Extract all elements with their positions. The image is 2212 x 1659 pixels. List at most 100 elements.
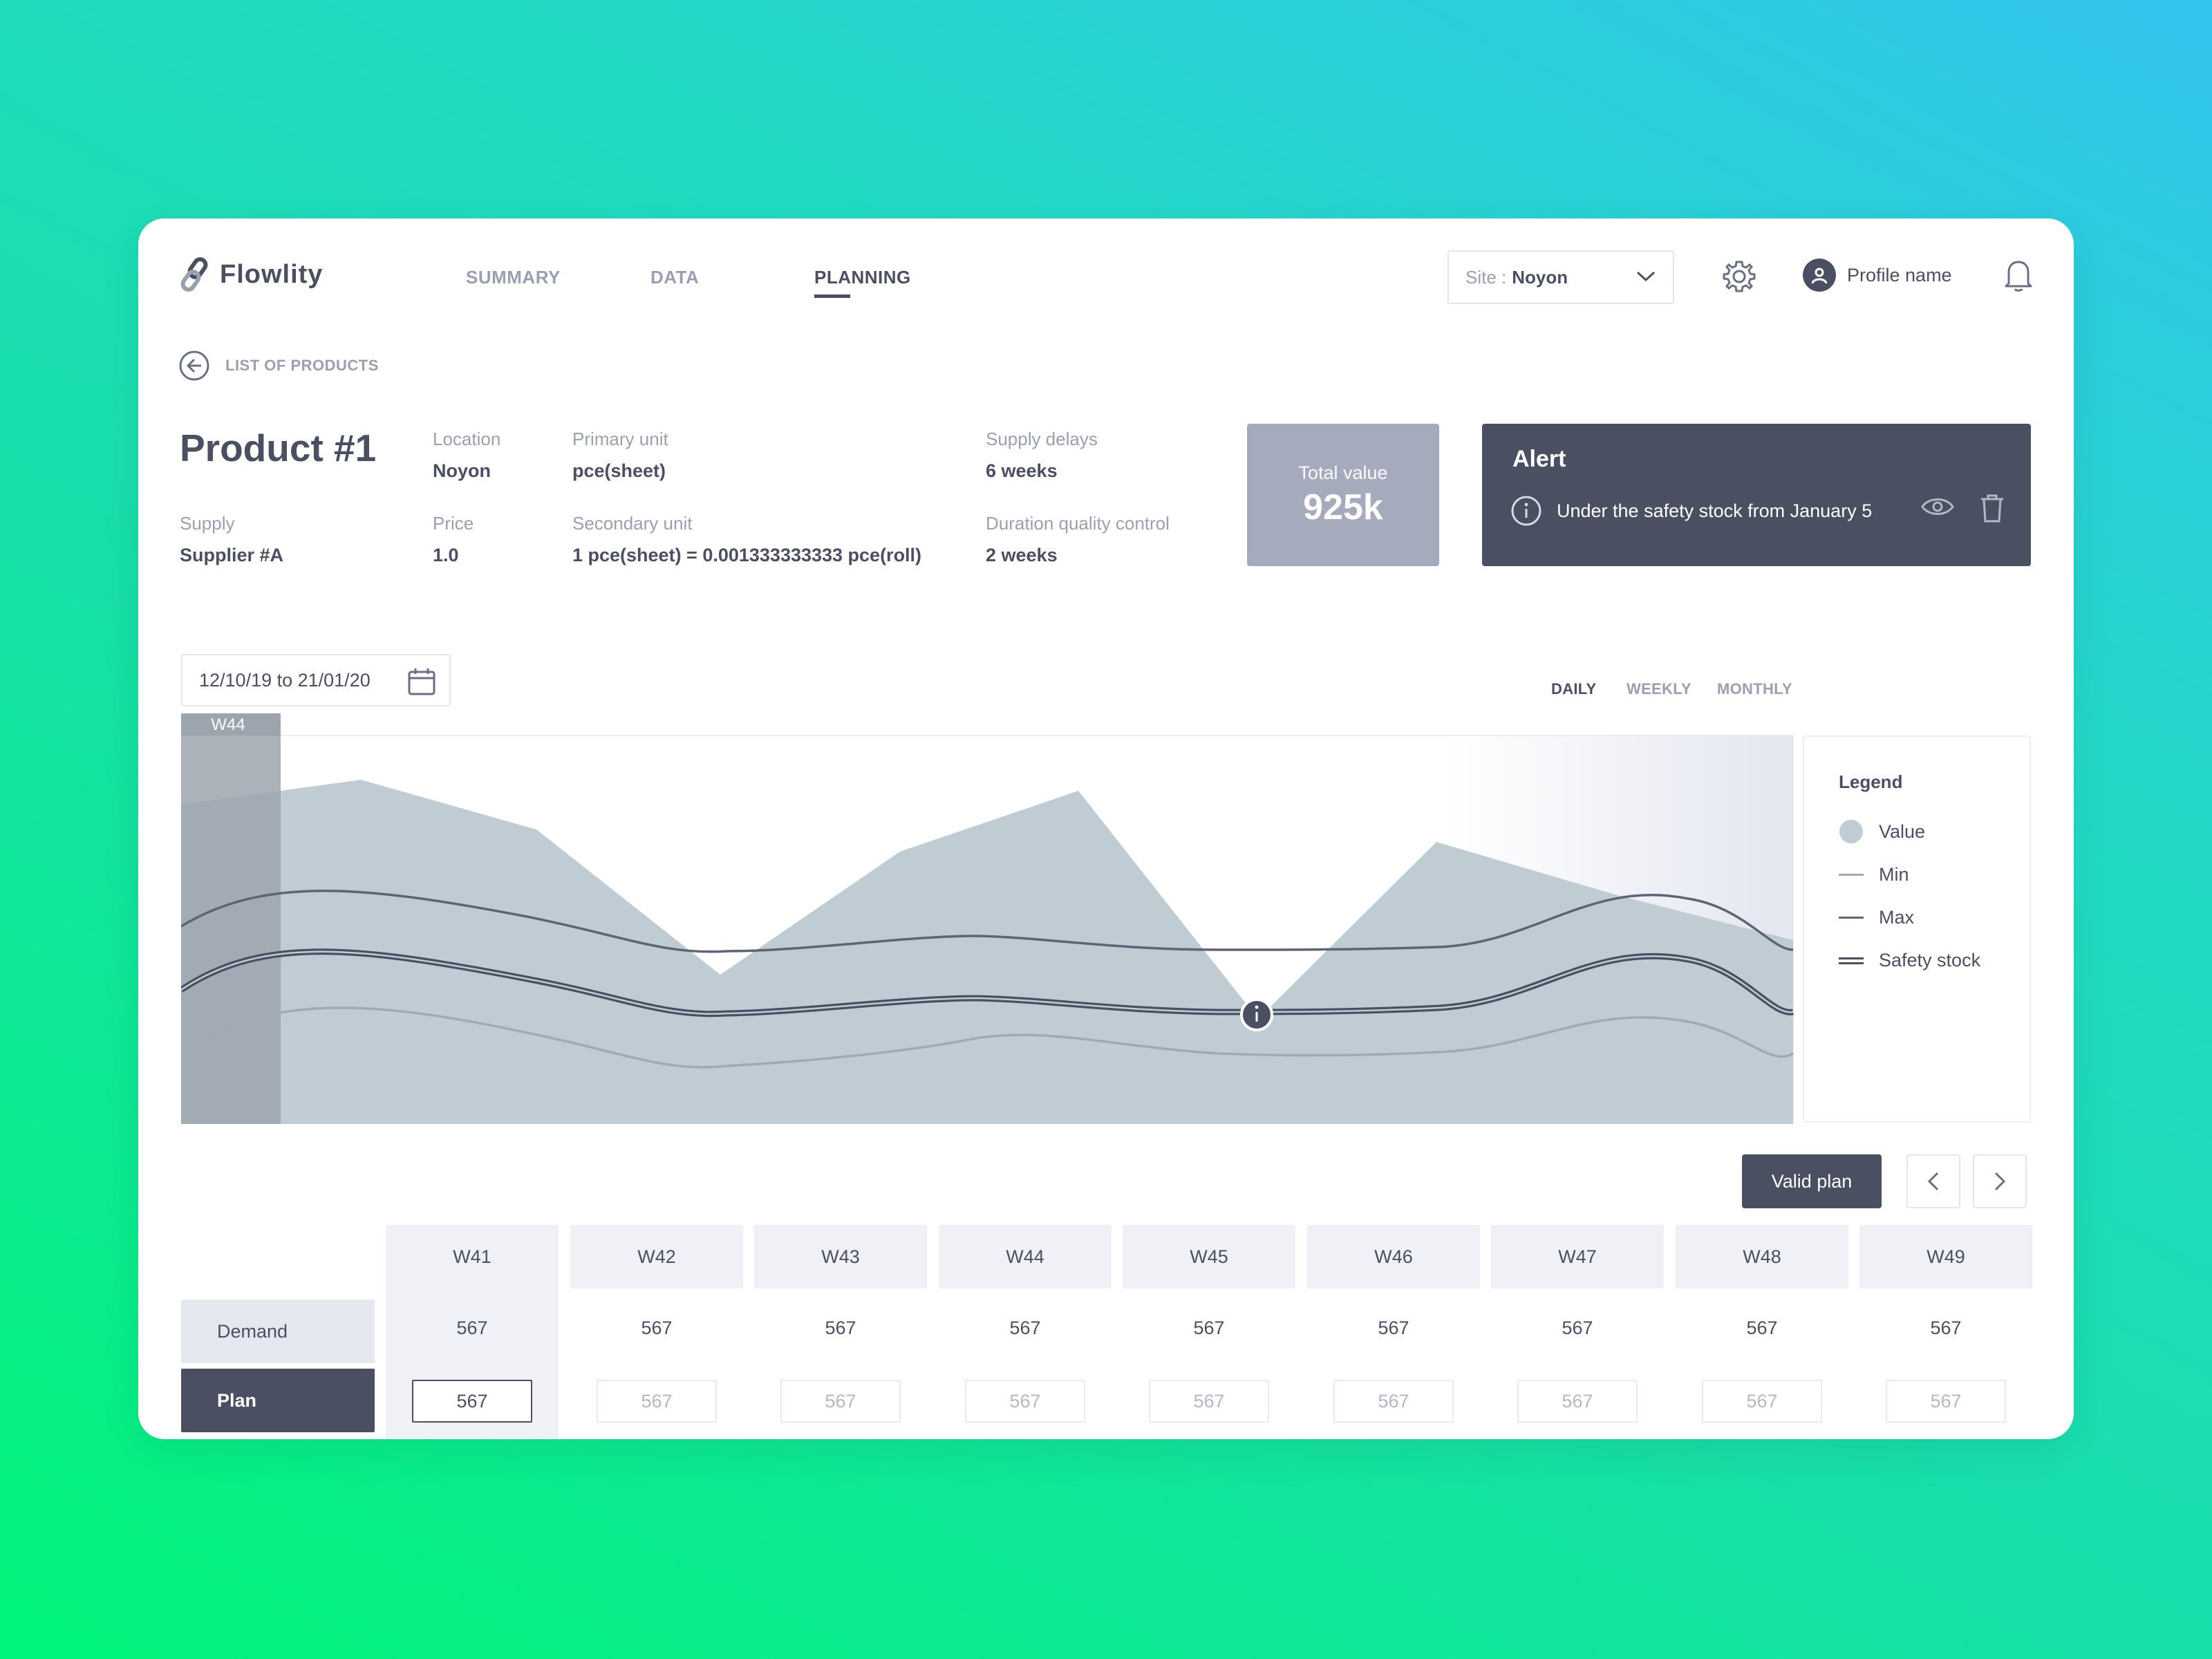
plan-input[interactable]: 567	[1517, 1380, 1638, 1423]
total-value-amount: 925k	[1303, 487, 1383, 527]
next-page-button[interactable]	[1973, 1154, 2027, 1208]
demand-cell: 567	[1746, 1318, 1778, 1338]
value-area	[181, 780, 1793, 1124]
week-highlight-tab	[181, 713, 281, 735]
week-highlight-band	[181, 735, 281, 1124]
date-range-value: 12/10/19 to 21/01/20	[199, 669, 371, 691]
total-value-card: Total value 925k	[1247, 424, 1439, 566]
week-header-w46[interactable]: W46	[1307, 1225, 1480, 1288]
supply-delays-value: 6 weeks	[986, 460, 1058, 481]
nav-planning[interactable]: PLANNING	[814, 267, 911, 298]
demand-row-label: Demand	[181, 1300, 375, 1363]
profile-menu[interactable]: Profile name	[1803, 259, 1952, 292]
back-to-list-link[interactable]: LIST OF PRODUCTS	[178, 350, 379, 382]
duration-qc-label: Duration quality control	[986, 513, 1170, 534]
demand-cell: 567	[456, 1318, 488, 1338]
legend-value-label: Value	[1879, 821, 1926, 842]
max-line	[181, 890, 1794, 953]
nav-summary[interactable]: SUMMARY	[466, 267, 561, 288]
alert-actions	[1920, 493, 2006, 523]
price-label: Price	[433, 513, 474, 534]
site-select[interactable]: Site : Noyon	[1447, 250, 1674, 304]
secondary-unit-label: Secondary unit	[572, 513, 693, 534]
date-range-picker[interactable]: 12/10/19 to 21/01/20	[181, 654, 451, 706]
alert-marker-icon[interactable]	[1240, 998, 1273, 1031]
chevron-right-icon	[1994, 1172, 2006, 1191]
legend-item-min: Min	[1839, 864, 1909, 885]
legend-value-swatch	[1839, 820, 1864, 843]
legend-min-swatch	[1839, 874, 1864, 876]
primary-unit-label: Primary unit	[572, 429, 668, 449]
primary-unit-value: pce(sheet)	[572, 460, 666, 481]
alert-card: Alert Under the safety stock from Januar…	[1482, 424, 2031, 566]
week-header-w41[interactable]: W41	[386, 1225, 559, 1288]
plan-input[interactable]: 567	[1149, 1380, 1269, 1423]
valid-plan-button[interactable]: Valid plan	[1742, 1154, 1882, 1208]
supply-label: Supply	[180, 513, 235, 534]
alert-message-row: Under the safety stock from January 5	[1510, 494, 1872, 527]
back-link-label: LIST OF PRODUCTS	[225, 357, 379, 374]
alert-title: Alert	[1512, 446, 1566, 472]
app-name: Flowlity	[220, 259, 324, 289]
location-value: Noyon	[433, 460, 491, 481]
plan-input[interactable]: 567	[1886, 1380, 2006, 1423]
period-weekly[interactable]: WEEKLY	[1627, 680, 1691, 697]
demand-cell: 567	[1378, 1318, 1409, 1338]
period-monthly[interactable]: MONTHLY	[1717, 680, 1792, 697]
plan-row-label: Plan	[181, 1369, 375, 1432]
main-card: Flowlity SUMMARY DATA PLANNING Site : No…	[138, 218, 2074, 1439]
plan-input[interactable]: 567	[780, 1380, 901, 1423]
legend-item-value: Value	[1839, 820, 1925, 843]
plan-input[interactable]: 567	[965, 1380, 1085, 1423]
chain-link-icon	[180, 257, 208, 292]
nav-active-indicator	[814, 294, 850, 298]
week-header-w47[interactable]: W47	[1491, 1225, 1664, 1288]
chevron-down-icon	[1636, 271, 1656, 282]
week-header-w45[interactable]: W45	[1123, 1225, 1295, 1288]
demand-cell: 567	[1930, 1318, 1962, 1338]
profile-name: Profile name	[1847, 264, 1952, 285]
supply-delays-label: Supply delays	[986, 429, 1098, 449]
eye-icon[interactable]	[1920, 493, 1955, 521]
avatar	[1803, 259, 1836, 292]
price-value: 1.0	[433, 545, 459, 565]
week-header-w48[interactable]: W48	[1676, 1225, 1848, 1288]
plan-input[interactable]: 567	[412, 1380, 532, 1423]
alert-message: Under the safety stock from January 5	[1557, 500, 1873, 521]
location-label: Location	[433, 429, 501, 449]
secondary-unit-value: 1 pce(sheet) = 0.001333333333 pce(roll)	[572, 545, 922, 565]
calendar-icon	[408, 668, 435, 695]
demand-cell: 567	[1009, 1318, 1041, 1338]
week-header-w43[interactable]: W43	[754, 1225, 927, 1288]
plan-input[interactable]: 567	[1702, 1380, 1822, 1423]
safety-stock-line-gap	[181, 950, 1794, 1015]
site-select-label: Site :	[1465, 266, 1507, 288]
demand-cell: 567	[1193, 1318, 1225, 1338]
bell-icon[interactable]	[2002, 257, 2035, 293]
demand-cell: 567	[1562, 1318, 1593, 1338]
plan-input[interactable]: 567	[1333, 1380, 1454, 1423]
legend-max-swatch	[1839, 917, 1864, 919]
period-daily[interactable]: DAILY	[1551, 680, 1597, 697]
previous-page-button[interactable]	[1906, 1154, 1960, 1208]
site-select-value: Noyon	[1512, 266, 1568, 288]
week-header-w44[interactable]: W44	[939, 1225, 1112, 1288]
legend-title: Legend	[1839, 771, 1903, 792]
plan-input[interactable]: 567	[597, 1380, 717, 1423]
week-header-w42[interactable]: W42	[570, 1225, 743, 1288]
demand-cell: 567	[641, 1318, 673, 1338]
legend-max-label: Max	[1879, 907, 1915, 928]
gear-icon[interactable]	[1721, 259, 1757, 294]
nav-planning-label: PLANNING	[814, 267, 911, 288]
app-logo[interactable]: Flowlity	[180, 256, 323, 293]
product-title: Product #1	[180, 427, 377, 469]
trash-icon[interactable]	[1978, 493, 2006, 523]
week-header-w49[interactable]: W49	[1859, 1225, 2032, 1288]
nav-data[interactable]: DATA	[650, 267, 700, 288]
legend-safety-stock-swatch	[1839, 957, 1864, 964]
week-highlight-label: W44	[211, 715, 245, 734]
legend-safety-stock-label: Safety stock	[1879, 950, 1981, 971]
legend-item-max: Max	[1839, 907, 1914, 928]
duration-qc-value: 2 weeks	[986, 545, 1058, 565]
user-icon	[1811, 268, 1828, 284]
